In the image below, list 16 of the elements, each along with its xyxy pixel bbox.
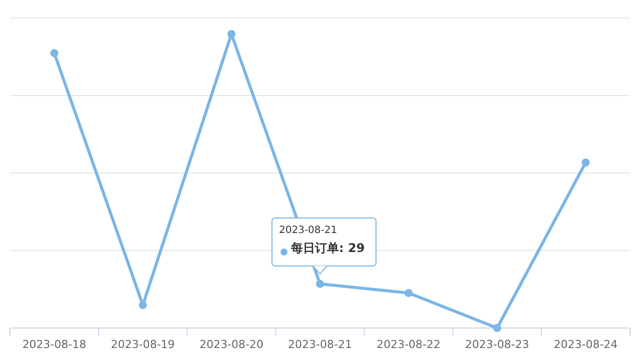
point: [50, 49, 58, 58]
point: [316, 280, 324, 288]
x-tick-label: 2023-08-18: [22, 338, 86, 351]
x-tick-label: 2023-08-21: [288, 338, 352, 351]
x-tick-label: 2023-08-22: [376, 338, 441, 351]
x-tick-label: 2023-08-19: [110, 338, 175, 351]
x-tick-label: 2023-08-23: [465, 338, 530, 351]
point: [227, 30, 236, 38]
annotation: 每日订单: 29: [290, 241, 365, 255]
point: [138, 301, 147, 310]
x-tick-label: 2023-08-24: [554, 338, 618, 351]
annotation: 2023-08-21: [279, 225, 338, 236]
x-tick-label: 2023-08-20: [199, 338, 264, 351]
point: [582, 158, 590, 166]
point: [404, 289, 413, 298]
point: [493, 324, 502, 332]
